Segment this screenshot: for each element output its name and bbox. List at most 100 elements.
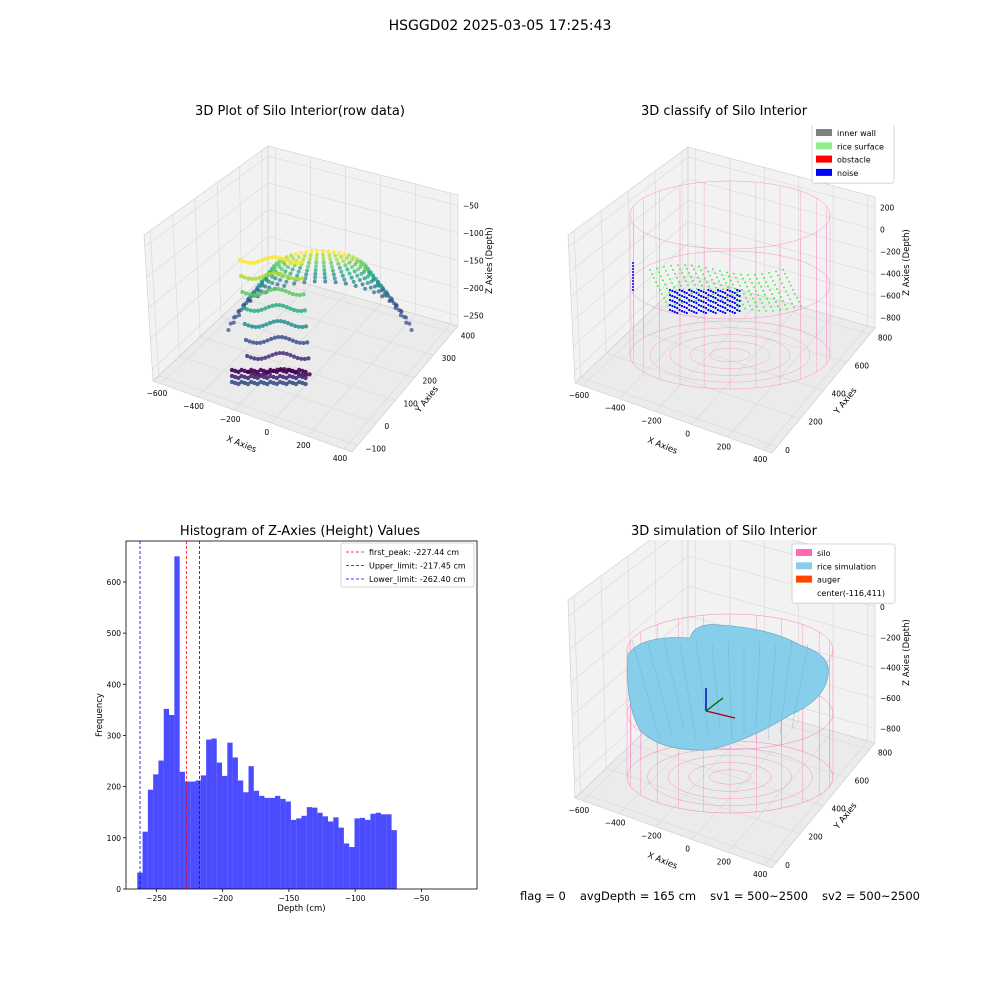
panel1-point — [349, 275, 354, 280]
panel2-rice-point — [649, 269, 651, 271]
panel1-z-tick: −100 — [463, 229, 484, 238]
panel1-point — [312, 279, 317, 284]
panel2-rice-point — [777, 305, 779, 307]
histogram-bar — [169, 715, 175, 889]
panel1-point — [336, 261, 341, 266]
panel2-rice-point — [734, 287, 736, 290]
panel2-z-grid — [571, 221, 876, 322]
panel1-point — [296, 276, 301, 282]
panel1-point — [296, 269, 301, 274]
histogram-bar — [359, 817, 366, 889]
panel1-x-tick: 200 — [296, 441, 311, 450]
panel1-point — [407, 321, 412, 326]
panel2-rice-point — [672, 268, 674, 271]
panel2-noise-point — [690, 304, 693, 308]
panel2-rice-point — [721, 298, 723, 301]
panel1-point — [273, 255, 279, 260]
panel2-noise-point — [736, 303, 739, 307]
panel2-noise-point — [733, 311, 736, 315]
panel1-point — [263, 306, 268, 311]
panel2-rice-point — [762, 289, 764, 292]
panel2-silo-floor-ring — [669, 334, 791, 376]
panel2-noise-point — [726, 293, 729, 297]
panel2-noise-point — [716, 303, 720, 307]
panel2-noise-point — [632, 289, 634, 291]
status-sv1: sv1 = 500~2500 — [710, 889, 809, 903]
panel4-mesh-line — [779, 639, 793, 735]
panel1-point — [241, 305, 246, 311]
panel2-rice-point — [758, 281, 760, 284]
panel2-rice-point — [717, 290, 719, 293]
panel1-point — [404, 320, 409, 325]
histogram-bar — [147, 789, 154, 889]
panel2-noise-point — [678, 293, 681, 297]
panel1-z-grid — [148, 209, 459, 309]
panel1-point — [294, 292, 299, 297]
panel2-rice-point — [747, 300, 749, 303]
panel1-point — [284, 351, 289, 356]
panel1-point — [260, 323, 265, 328]
panel1-z-tick: −250 — [463, 312, 484, 321]
panel2-rice-point — [744, 307, 746, 310]
panel2-noise-point — [685, 291, 688, 295]
panel2-noise-point — [738, 299, 741, 303]
panel2-silo-floor-ring — [649, 327, 811, 383]
histogram-bar — [375, 812, 381, 889]
panel4-x-axis-label: X Axies — [646, 851, 679, 872]
panel4-z-grid — [570, 585, 876, 683]
panel2-noise-point — [676, 306, 679, 310]
histogram-bar — [386, 814, 392, 889]
panel1-point — [398, 313, 403, 318]
panel2-x-tick: −400 — [605, 404, 626, 413]
panel4-y-grid — [600, 575, 801, 834]
panel1-point — [265, 381, 270, 387]
panel1-point — [289, 253, 294, 258]
panel2-rice-point — [740, 273, 742, 276]
panel1-point — [247, 292, 252, 297]
panel2-noise-point — [695, 306, 698, 310]
panel1-point — [281, 257, 286, 262]
panel1-point — [275, 271, 280, 276]
panel1-point — [270, 352, 275, 358]
panel1-point — [365, 281, 370, 286]
panel1-point — [299, 356, 304, 361]
panel2-legend-swatch — [816, 129, 832, 136]
panel1-point — [296, 254, 301, 259]
panel1-point — [278, 319, 283, 324]
panel4-z-axis-label: Z Axies (Depth) — [902, 619, 912, 686]
panel2-y-tick: 0 — [785, 446, 790, 455]
panel1-point — [251, 292, 256, 298]
panel2-noise-point — [733, 306, 736, 310]
panel1-point — [270, 281, 275, 286]
panel2-noise-point — [719, 299, 722, 303]
panel2-noise-point — [714, 291, 717, 295]
histogram-bar — [338, 827, 344, 889]
panel1-y-tick: 400 — [461, 331, 476, 340]
panel1-point — [320, 249, 325, 254]
panel1-point — [237, 257, 243, 263]
panel2-noise-point — [731, 300, 734, 304]
histogram-bar — [259, 795, 265, 889]
panel2-rice-point — [712, 293, 714, 296]
panel2-noise-point — [632, 283, 634, 285]
panel2-z-grid — [568, 156, 876, 248]
panel2-rice-point — [653, 277, 655, 279]
panel2-rice-point — [703, 288, 705, 291]
panel2-noise-point — [702, 300, 705, 304]
panel2-noise-point — [680, 289, 684, 293]
panel1-point — [287, 290, 292, 295]
panel2-rice-point — [758, 309, 760, 312]
histogram-bar — [322, 816, 328, 889]
panel2-title: 3D classify of Silo Interior — [640, 104, 808, 119]
panel1-point — [226, 327, 231, 332]
panel2-noise-point — [700, 299, 703, 303]
panel2-rice-point — [793, 306, 795, 309]
panel2-noise-point — [726, 288, 729, 292]
panel2-rice-point — [769, 289, 771, 291]
panel1-point — [285, 321, 291, 326]
histogram-bar — [333, 817, 339, 889]
panel2-noise-point — [709, 299, 712, 303]
panel2-noise-point — [733, 291, 736, 295]
panel1-point — [277, 255, 282, 260]
panel1-x-tick: 400 — [333, 454, 348, 463]
